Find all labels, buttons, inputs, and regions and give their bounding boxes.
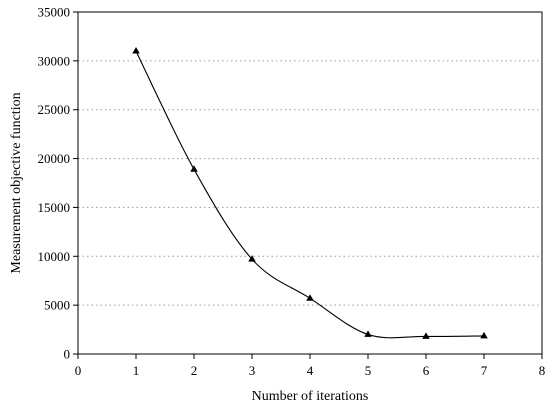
x-tick-label-2: 2 (191, 363, 198, 378)
y-tick-label-2: 10000 (38, 249, 71, 264)
x-tick-label-3: 3 (249, 363, 256, 378)
y-tick-label-0: 0 (64, 347, 71, 362)
x-tick-label-7: 7 (481, 363, 488, 378)
data-point-5 (364, 330, 372, 337)
y-tick-label-6: 30000 (38, 53, 71, 68)
data-point-7 (480, 331, 488, 339)
x-tick-label-0: 0 (75, 363, 82, 378)
data-point-4 (306, 294, 314, 301)
axes (77, 11, 543, 355)
y-tick-label-7: 35000 (38, 5, 71, 20)
x-tick-label-8: 8 (539, 363, 546, 378)
data-point-6 (422, 332, 430, 339)
ticks: 0 5000 10000 15000 20000 25000 30000 35000 0 1 2 3 4… (38, 5, 546, 379)
data-point-2 (190, 165, 198, 172)
x-tick-label-6: 6 (423, 363, 430, 378)
series-group (132, 47, 488, 339)
x-tick-label-1: 1 (133, 363, 140, 378)
y-axis-label: Measurement objective function (9, 92, 24, 273)
plot-border (77, 11, 543, 355)
data-point-3 (248, 255, 256, 262)
data-point-1 (132, 47, 140, 54)
y-tick-label-5: 25000 (38, 102, 71, 117)
x-tick-label-5: 5 (365, 363, 372, 378)
x-axis-label: Number of iterations (252, 389, 369, 404)
grid-lines (78, 11, 542, 306)
x-tick-label-4: 4 (307, 363, 314, 378)
y-tick-label-1: 5000 (44, 298, 70, 313)
y-tick-label-3: 15000 (38, 200, 71, 215)
series-line-0 (135, 50, 485, 339)
y-tick-label-4: 20000 (38, 151, 71, 166)
